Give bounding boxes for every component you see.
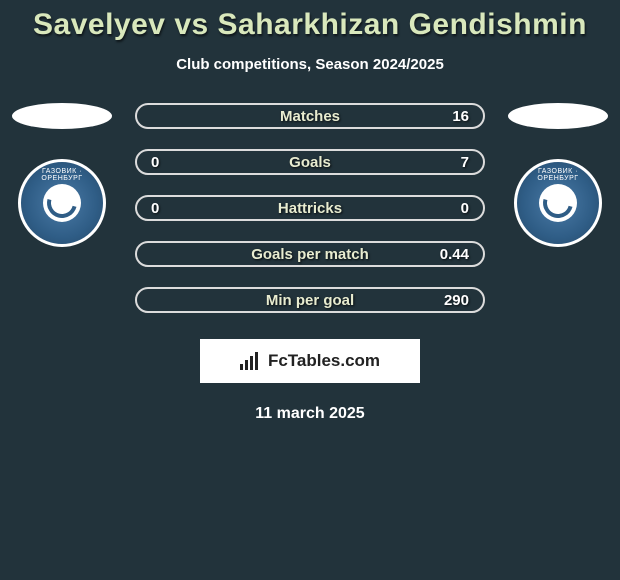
badge-caption-left: ГАЗОВИК · ОРЕНБУРГ [21, 168, 103, 182]
left-column: ГАЗОВИК · ОРЕНБУРГ [7, 103, 117, 247]
stat-row: Matches 16 [135, 103, 485, 129]
player-oval-right [508, 103, 608, 129]
page-title: Savelyev vs Saharkhizan Gendishmin [0, 8, 620, 42]
bar-chart-icon [240, 352, 262, 370]
ball-icon [43, 184, 81, 222]
player-oval-left [12, 103, 112, 129]
date-label: 11 march 2025 [0, 405, 620, 423]
stat-label: Hattricks [137, 200, 483, 217]
subtitle: Club competitions, Season 2024/2025 [0, 56, 620, 73]
club-badge-right: ГАЗОВИК · ОРЕНБУРГ [514, 159, 602, 247]
comparison-card: Savelyev vs Saharkhizan Gendishmin Club … [0, 0, 620, 423]
main-row: ГАЗОВИК · ОРЕНБУРГ Matches 16 0 Goals 7 … [0, 103, 620, 313]
stat-label: Goals [137, 154, 483, 171]
stat-row: Min per goal 290 [135, 287, 485, 313]
stat-label: Goals per match [137, 246, 483, 263]
stat-label: Matches [137, 108, 483, 125]
stat-row: Goals per match 0.44 [135, 241, 485, 267]
club-badge-left: ГАЗОВИК · ОРЕНБУРГ [18, 159, 106, 247]
stat-row: 0 Hattricks 0 [135, 195, 485, 221]
stat-row: 0 Goals 7 [135, 149, 485, 175]
stat-label: Min per goal [137, 292, 483, 309]
ball-icon [539, 184, 577, 222]
right-column: ГАЗОВИК · ОРЕНБУРГ [503, 103, 613, 247]
brand-label: FcTables.com [268, 351, 380, 371]
brand-box: FcTables.com [200, 339, 420, 383]
badge-caption-right: ГАЗОВИК · ОРЕНБУРГ [517, 168, 599, 182]
stat-table: Matches 16 0 Goals 7 0 Hattricks 0 Goals… [135, 103, 485, 313]
